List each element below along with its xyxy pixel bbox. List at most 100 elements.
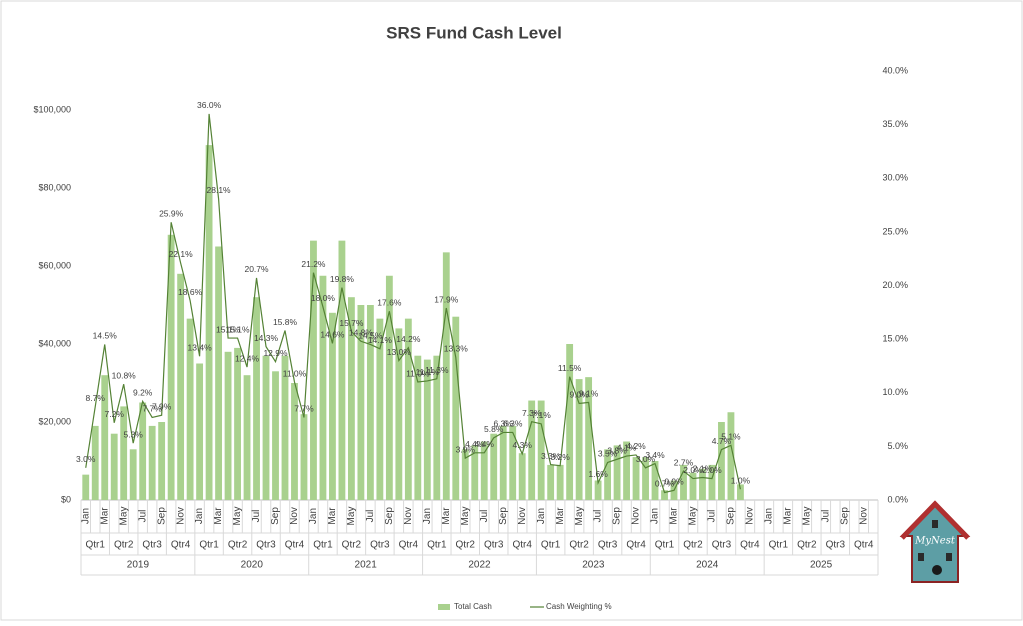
chart-title: SRS Fund Cash Level — [386, 23, 562, 42]
x-tick-label: Jul — [365, 510, 376, 523]
quarter-label: Qtr1 — [427, 540, 447, 551]
data-label: 2.1% — [693, 464, 713, 474]
data-label: 4.1% — [617, 442, 637, 452]
bar — [91, 425, 99, 500]
x-tick-label: Jul — [707, 510, 718, 523]
data-label: 14.1% — [368, 335, 393, 345]
bar — [642, 457, 649, 500]
data-label: 7.7% — [294, 404, 314, 414]
bar — [253, 297, 260, 500]
x-tick-label: Sep — [612, 507, 623, 525]
x-tick-label: Sep — [726, 507, 737, 525]
x-tick-label: Jul — [479, 510, 490, 523]
x-tick-label: May — [118, 507, 129, 526]
legend-swatch — [438, 604, 450, 610]
quarter-label: Qtr4 — [854, 540, 874, 551]
data-label: 22.1% — [169, 249, 194, 259]
legend-label: Total Cash — [454, 602, 492, 611]
bar — [129, 449, 137, 500]
bar — [632, 457, 640, 500]
bar — [329, 312, 336, 500]
data-label: 0.7% — [655, 479, 675, 489]
bar — [234, 347, 241, 500]
data-label: 3.0% — [636, 454, 656, 464]
year-label: 2021 — [355, 560, 378, 571]
data-label: 12.4% — [235, 353, 260, 363]
data-label: 2.0% — [702, 465, 722, 475]
x-tick-label: Sep — [384, 507, 395, 525]
y2-tick-label: 25.0% — [882, 226, 908, 236]
x-tick-label: Jan — [422, 508, 433, 524]
bar — [490, 433, 498, 500]
y-tick-label: $0 — [61, 494, 71, 504]
bar — [186, 318, 194, 500]
x-tick-label: Jan — [194, 508, 205, 524]
y-tick-label: $80,000 — [38, 182, 71, 192]
year-label: 2024 — [696, 560, 719, 571]
bar — [547, 464, 555, 500]
data-label: 17.9% — [434, 294, 459, 304]
year-label: 2020 — [241, 560, 264, 571]
data-label: 13.3% — [444, 344, 469, 354]
data-label: 11.0% — [406, 368, 430, 378]
x-tick-label: Sep — [156, 507, 167, 525]
data-label: 10.8% — [112, 370, 137, 380]
bar — [708, 464, 716, 500]
bar — [385, 275, 393, 500]
bar — [167, 234, 175, 501]
data-label: 15.1% — [225, 324, 250, 334]
data-label: 14.3% — [254, 333, 279, 343]
bar — [158, 422, 166, 500]
bar — [366, 305, 374, 500]
quarter-label: Qtr3 — [712, 540, 732, 551]
bar — [224, 351, 232, 500]
quarter-label: Qtr2 — [342, 540, 362, 551]
x-tick-label: Nov — [403, 507, 414, 525]
x-tick-label: Nov — [517, 507, 528, 525]
x-tick-label: May — [460, 507, 471, 526]
data-label: 15.1% — [216, 324, 241, 334]
bar — [82, 474, 90, 500]
data-label: 9.0% — [569, 390, 589, 400]
x-tick-label: Jan — [536, 508, 547, 524]
bar — [423, 359, 431, 500]
x-tick-label: Nov — [175, 507, 186, 525]
year-label: 2019 — [127, 560, 150, 571]
data-label: 19.8% — [330, 274, 355, 284]
bar — [689, 472, 697, 500]
bar — [414, 355, 422, 500]
y2-tick-label: 5.0% — [887, 441, 908, 451]
bar — [651, 461, 659, 500]
data-label: 17.6% — [377, 297, 402, 307]
data-label: 13.0% — [387, 347, 412, 357]
bar — [272, 371, 279, 500]
quarter-label: Qtr2 — [569, 540, 589, 551]
data-label: 7.9% — [152, 402, 172, 412]
bar — [148, 425, 156, 500]
bar — [613, 445, 621, 500]
data-label: 0.9% — [664, 477, 684, 487]
data-label: 4.2% — [626, 441, 646, 451]
bar — [110, 433, 118, 500]
legend-label: Cash Weighting % — [546, 602, 612, 611]
bar — [310, 240, 317, 500]
bar — [357, 305, 365, 500]
bar — [243, 375, 251, 500]
data-label: 8.7% — [86, 393, 106, 403]
data-label: 5.8% — [484, 424, 504, 434]
data-label: 11.3% — [425, 365, 449, 375]
bar — [196, 363, 204, 500]
bar — [727, 412, 735, 500]
line — [85, 113, 742, 494]
data-label: 4.4% — [465, 439, 485, 449]
y2-tick-label: 0.0% — [887, 494, 908, 504]
bar — [300, 414, 308, 500]
data-label: 18.6% — [178, 287, 203, 297]
logo-window — [932, 520, 938, 528]
x-tick-label: May — [232, 507, 243, 526]
data-label: 14.5% — [93, 331, 118, 341]
data-label: 4.3% — [513, 440, 533, 450]
x-tick-label: Nov — [631, 507, 642, 525]
bar — [699, 468, 706, 500]
